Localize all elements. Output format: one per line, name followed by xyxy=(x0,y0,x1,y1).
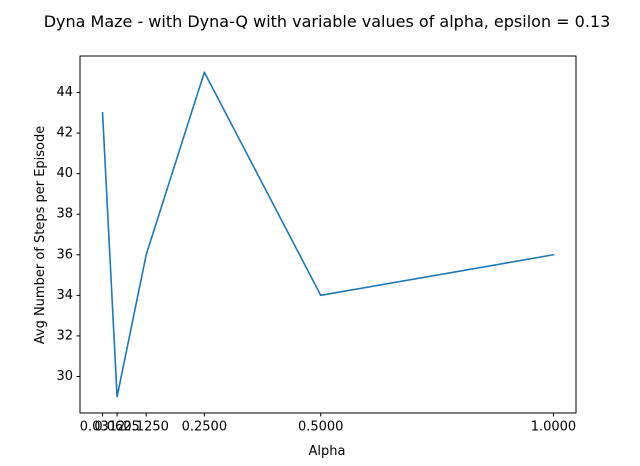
y-tick-label: 42 xyxy=(56,126,73,141)
axes-frame xyxy=(79,55,577,414)
y-tick-label: 36 xyxy=(56,247,73,262)
x-tick-label: 1.0000 xyxy=(531,420,577,435)
series-group xyxy=(101,71,555,398)
y-axis: 30 32 34 36 38 40 42 44 xyxy=(56,85,80,384)
x-tick-label: 0.2500 xyxy=(182,420,228,435)
series-line-steps xyxy=(101,71,555,398)
x-tick-label: 0.0312 xyxy=(80,420,126,435)
y-tick-label: 40 xyxy=(56,166,73,181)
x-tick-label: 0.5000 xyxy=(298,420,344,435)
y-tick-label: 44 xyxy=(56,85,73,100)
y-tick-label: 30 xyxy=(56,369,73,384)
y-axis-label: Avg Number of Steps per Episode xyxy=(33,126,48,345)
y-tick-label: 38 xyxy=(56,207,73,222)
x-axis-label: Alpha xyxy=(309,444,346,459)
x-tick-label: 0.0625 xyxy=(94,420,140,435)
x-tick-label: 0.1250 xyxy=(123,420,169,435)
y-tick-label: 32 xyxy=(56,328,73,343)
y-tick-label: 34 xyxy=(56,288,73,303)
chart-title: Dyna Maze - with Dyna-Q with variable va… xyxy=(44,12,611,31)
